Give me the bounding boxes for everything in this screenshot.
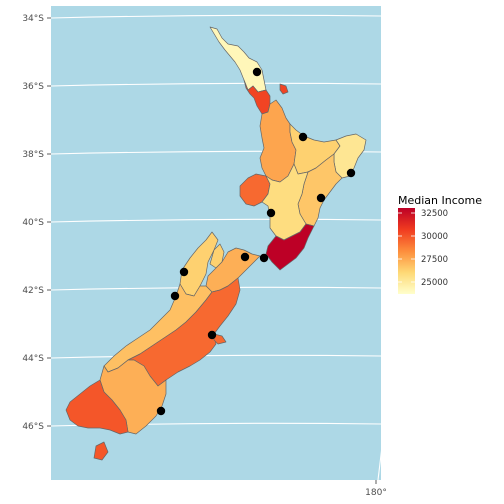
region-wellington: [265, 223, 315, 271]
city-point-nelson: [240, 252, 250, 262]
city-points: [156, 67, 356, 416]
legend-label: 32500: [421, 209, 448, 219]
city-point-palmerston-north: [266, 208, 276, 218]
lon-tick-label: 180°: [365, 488, 387, 498]
lat-tick-label: 44°S: [22, 354, 44, 364]
city-point-blenheim: [179, 267, 189, 277]
legend-label: 25000: [421, 278, 448, 288]
lat-tick-label: 42°S: [22, 286, 44, 296]
lat-axis: 34°S 36°S 38°S 40°S 42°S 44°S 46°S: [22, 14, 51, 432]
legend-title: Median Income: [398, 194, 482, 207]
lat-tick-label: 34°S: [22, 14, 44, 24]
lon-axis: 180°: [365, 480, 387, 498]
legend-colorbar: [398, 208, 415, 294]
region-southland: [65, 379, 129, 435]
region-stewart-island: [93, 441, 109, 461]
lat-tick-label: 38°S: [22, 150, 44, 160]
legend-label: 30000: [421, 232, 448, 242]
regions: [65, 26, 367, 461]
region-banks-peninsula: [213, 333, 227, 345]
city-point-napier: [316, 193, 326, 203]
lat-tick-label: 46°S: [22, 422, 44, 432]
legend-label: 27500: [421, 255, 448, 265]
city-point-whangarei: [252, 67, 262, 77]
city-point-tauranga: [298, 132, 308, 142]
lat-tick-label: 40°S: [22, 218, 44, 228]
region-canterbury: [127, 277, 241, 387]
city-point-greymouth: [207, 330, 217, 340]
city-point-christchurch: [156, 406, 166, 416]
city-point-westport: [170, 291, 180, 301]
lat-tick-label: 36°S: [22, 82, 44, 92]
city-point-wellington: [259, 253, 269, 263]
region-auckland-islands: [279, 83, 289, 95]
legend: Median Income 32500 30000 27500 25000: [398, 194, 482, 294]
graticule: [50, 14, 385, 481]
city-point-gisborne: [346, 168, 356, 178]
